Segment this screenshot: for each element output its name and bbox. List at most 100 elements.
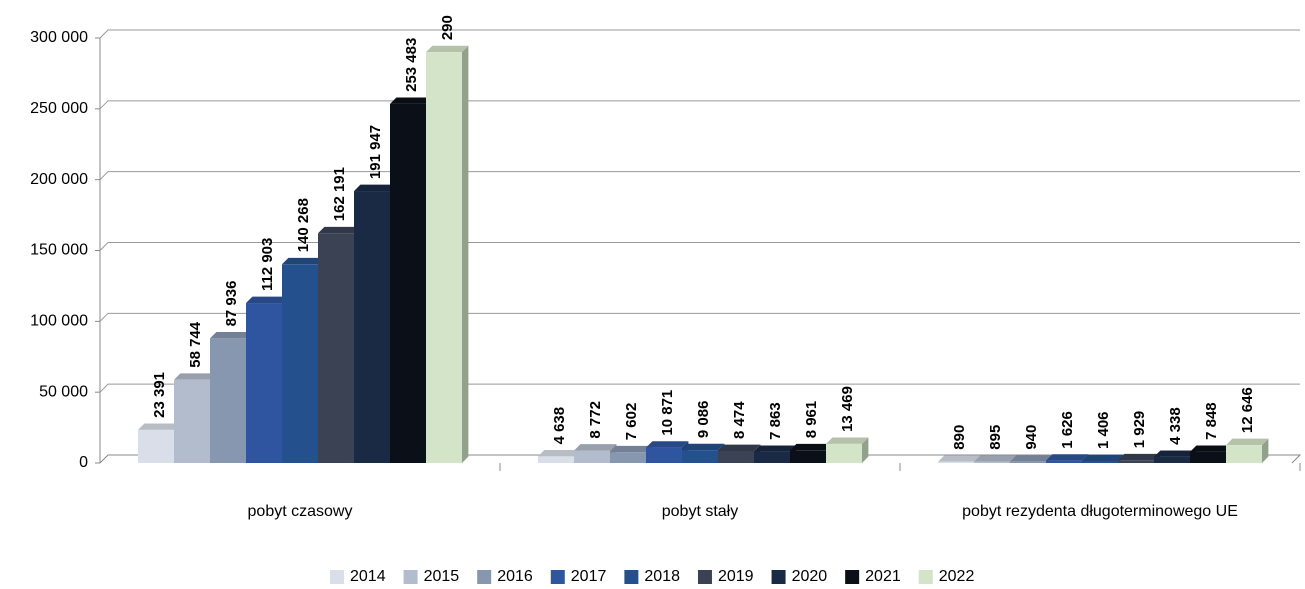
value-label: 290 <box>439 15 456 40</box>
value-label: 895 <box>987 425 1004 450</box>
value-label: 890 <box>951 425 968 450</box>
x-tick-label: pobyt stały <box>662 503 738 520</box>
legend-swatch <box>845 570 860 584</box>
y-tick-label: 100 000 <box>30 313 88 330</box>
bar-top <box>682 443 725 451</box>
bar-side <box>462 45 469 464</box>
value-label: 1 626 <box>1059 411 1076 449</box>
bar <box>1190 451 1226 463</box>
value-label: 58 744 <box>187 321 204 368</box>
y-tick-label: 0 <box>79 454 88 471</box>
value-label: 253 483 <box>403 38 420 92</box>
bar <box>354 191 390 464</box>
bar-top <box>790 443 833 451</box>
legend-label: 2014 <box>350 568 386 585</box>
bar-top <box>318 226 361 234</box>
bar-top <box>974 455 1017 462</box>
value-label: 140 268 <box>295 198 312 252</box>
value-label: 7 848 <box>1203 402 1220 440</box>
legend-swatch <box>330 570 344 584</box>
grid-line <box>99 29 1300 39</box>
bar <box>682 450 718 463</box>
bar <box>718 450 754 463</box>
bar-top <box>826 437 869 444</box>
value-label: 7 602 <box>623 403 640 441</box>
bar <box>1226 445 1262 463</box>
bar-top <box>1082 454 1125 462</box>
bar <box>1046 460 1082 463</box>
bar <box>610 452 646 463</box>
y-tick-label: 250 000 <box>30 100 88 117</box>
value-label: 12 646 <box>1239 387 1256 433</box>
bar-top <box>354 184 397 192</box>
bar-top <box>246 296 289 304</box>
value-label: 23 391 <box>151 372 168 418</box>
legend-swatch <box>918 570 933 584</box>
legend-label: 2021 <box>865 568 901 585</box>
value-label: 8 474 <box>731 401 748 439</box>
value-label: 1 406 <box>1095 411 1112 449</box>
grid-line <box>99 383 1300 393</box>
legend-label: 2017 <box>571 568 607 585</box>
bar-top <box>574 444 617 451</box>
legend-label: 2016 <box>497 568 533 585</box>
legend-label: 2022 <box>939 568 975 585</box>
bar-side <box>862 437 869 463</box>
x-tick-label: pobyt rezydenta długoterminowego UE <box>962 503 1238 520</box>
value-label: 112 903 <box>259 238 276 291</box>
x-tick-label: pobyt czasowy <box>248 503 353 520</box>
bar <box>426 52 462 464</box>
bar <box>1154 456 1190 463</box>
grid-line <box>99 242 1300 251</box>
legend-swatch <box>477 570 492 584</box>
bar <box>174 379 210 463</box>
y-tick-label: 300 000 <box>30 29 88 46</box>
bar <box>210 338 246 463</box>
value-label: 4 338 <box>1167 407 1184 445</box>
bar-top <box>938 455 981 462</box>
bar <box>938 461 974 463</box>
y-tick-label: 150 000 <box>30 242 88 259</box>
bar-top <box>754 445 797 452</box>
bar <box>538 456 574 463</box>
bar-top <box>538 450 581 457</box>
value-label: 191 947 <box>367 125 384 179</box>
bar <box>1082 461 1118 463</box>
bar-top <box>1154 450 1197 457</box>
bar-top <box>610 445 653 453</box>
bar <box>246 303 282 463</box>
grid-line <box>99 312 1300 322</box>
value-label: 1 929 <box>1131 411 1148 449</box>
value-label: 7 863 <box>767 402 784 440</box>
bar-top <box>282 257 325 265</box>
grid-line <box>99 171 1300 181</box>
bar-top <box>390 97 433 104</box>
value-label: 4 638 <box>551 407 568 445</box>
bar-top <box>646 441 689 448</box>
bar <box>646 447 682 463</box>
bar <box>318 233 354 463</box>
bar <box>138 429 174 463</box>
bar-top <box>210 332 253 339</box>
bar-top <box>718 444 761 451</box>
bar-top <box>1118 453 1161 461</box>
bar-top <box>1226 438 1269 446</box>
value-label: 87 936 <box>223 281 240 327</box>
legend-label: 2015 <box>424 568 460 585</box>
legend-swatch <box>771 570 786 584</box>
legend-swatch <box>624 570 639 584</box>
bar <box>574 450 610 463</box>
value-label: 162 191 <box>331 167 348 221</box>
legend-swatch <box>697 570 712 584</box>
grid-line <box>99 100 1300 110</box>
value-label: 940 <box>1023 425 1040 450</box>
bar <box>974 461 1010 463</box>
bar <box>826 443 862 463</box>
value-label: 10 871 <box>659 390 676 436</box>
y-tick-label: 50 000 <box>39 383 88 400</box>
bar <box>390 103 426 464</box>
value-label: 13 469 <box>839 386 856 432</box>
legend-label: 2019 <box>718 568 754 585</box>
legend-swatch <box>403 570 418 584</box>
y-tick-label: 200 000 <box>30 171 88 188</box>
